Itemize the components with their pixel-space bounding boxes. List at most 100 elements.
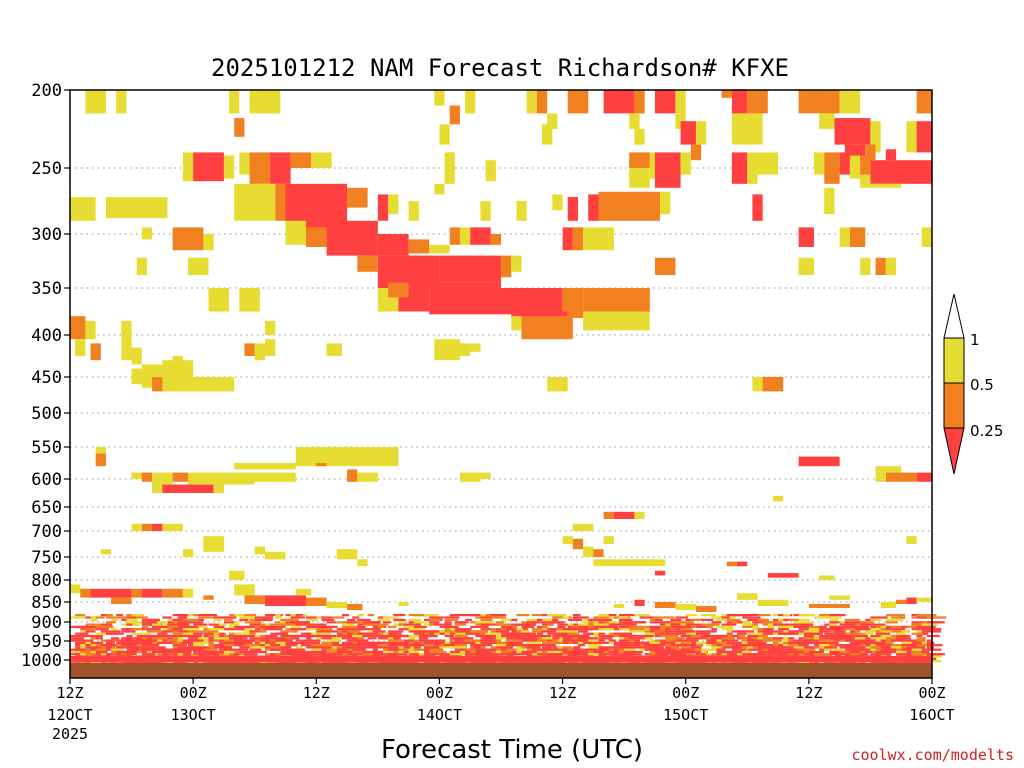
boundary-layer-streak — [182, 641, 201, 644]
boundary-layer-streak — [911, 648, 932, 651]
boundary-layer-streak — [680, 641, 690, 644]
boundary-layer-streak — [388, 630, 404, 633]
boundary-layer-streak — [521, 621, 529, 624]
boundary-layer-streak — [167, 639, 177, 642]
heatmap-cell — [654, 152, 681, 188]
boundary-layer-streak — [731, 653, 738, 656]
boundary-layer-streak — [629, 625, 644, 628]
boundary-layer-streak — [367, 641, 384, 644]
heatmap-cell — [916, 90, 932, 114]
boundary-layer-streak — [521, 644, 528, 647]
boundary-layer-streak — [577, 648, 597, 651]
boundary-layer-streak — [778, 628, 790, 631]
boundary-layer-streak — [331, 644, 350, 647]
boundary-layer-streak — [567, 648, 576, 651]
boundary-layer-streak — [926, 625, 934, 628]
boundary-layer-streak — [890, 630, 910, 633]
y-tick-label: 400 — [31, 326, 62, 346]
boundary-layer-streak — [341, 614, 349, 617]
boundary-layer-streak — [326, 625, 338, 628]
boundary-layer-streak — [521, 630, 530, 633]
boundary-layer-streak — [531, 641, 541, 644]
boundary-layer-streak — [341, 625, 361, 628]
boundary-layer-streak — [798, 618, 810, 621]
heatmap-cell — [75, 339, 86, 356]
boundary-layer-streak — [70, 650, 81, 654]
boundary-layer-streak — [439, 644, 446, 647]
boundary-layer-streak — [475, 621, 495, 624]
boundary-layer-streak — [439, 625, 459, 628]
boundary-layer-streak — [172, 637, 182, 640]
heatmap-cell — [480, 201, 491, 221]
heatmap-cell — [613, 604, 625, 608]
boundary-layer-streak — [475, 650, 485, 654]
boundary-layer-streak — [778, 641, 784, 644]
heatmap-cell — [747, 152, 758, 184]
boundary-layer-streak — [408, 618, 416, 621]
boundary-layer-streak — [870, 618, 882, 621]
boundary-layer-streak — [783, 614, 791, 617]
boundary-layer-streak — [85, 623, 104, 626]
heatmap-cell — [182, 549, 194, 557]
boundary-layer-streak — [367, 614, 375, 617]
boundary-layer-streak — [619, 623, 631, 626]
heatmap-cell — [839, 227, 850, 247]
boundary-layer-streak — [562, 634, 572, 638]
colorbar-bin — [943, 337, 965, 384]
boundary-layer-streak — [275, 641, 290, 644]
boundary-layer-streak — [665, 648, 674, 651]
x-tick-label: 12Z — [303, 684, 330, 702]
heatmap-cell — [111, 597, 132, 604]
boundary-layer-streak — [162, 650, 174, 654]
boundary-layer-streak — [444, 621, 452, 624]
boundary-layer-streak — [531, 614, 544, 617]
boundary-layer-streak — [603, 637, 610, 640]
boundary-layer-streak — [711, 616, 720, 619]
boundary-layer-streak — [819, 614, 836, 617]
boundary-layer-streak — [829, 641, 839, 644]
boundary-layer-streak — [531, 628, 549, 631]
boundary-layer-streak — [829, 621, 843, 624]
boundary-layer-streak — [326, 621, 337, 624]
boundary-layer-streak — [870, 637, 877, 640]
boundary-layer-streak — [926, 660, 942, 663]
boundary-layer-streak — [182, 623, 190, 626]
boundary-layer-streak — [157, 632, 168, 635]
boundary-layer-streak — [95, 637, 103, 640]
boundary-layer-streak — [654, 634, 664, 638]
boundary-layer-streak — [660, 621, 669, 624]
boundary-layer-streak — [141, 618, 160, 621]
boundary-layer-streak — [341, 637, 360, 640]
boundary-layer-streak — [865, 650, 872, 654]
boundary-layer-streak — [259, 639, 270, 642]
boundary-layer-streak — [306, 616, 325, 619]
boundary-layer-streak — [706, 634, 727, 638]
heatmap-cell — [849, 227, 866, 247]
boundary-layer-streak — [203, 653, 211, 656]
boundary-layer-streak — [326, 646, 334, 649]
boundary-layer-streak — [285, 637, 293, 640]
boundary-layer-streak — [721, 628, 734, 631]
boundary-layer-streak — [208, 641, 215, 644]
boundary-layer-streak — [193, 639, 210, 642]
boundary-layer-streak — [716, 641, 730, 644]
boundary-layer-streak — [249, 648, 262, 651]
heatmap-cell — [480, 472, 491, 479]
boundary-layer-streak — [244, 641, 253, 644]
boundary-layer-streak — [475, 644, 482, 647]
boundary-layer-streak — [167, 623, 185, 626]
boundary-layer-streak — [300, 634, 307, 638]
boundary-layer-streak — [218, 641, 239, 644]
boundary-layer-streak — [234, 614, 254, 617]
boundary-layer-streak — [300, 621, 311, 624]
boundary-layer-streak — [695, 618, 706, 621]
heatmap-cell — [90, 588, 132, 598]
boundary-layer-streak — [593, 650, 609, 654]
boundary-layer-streak — [511, 641, 523, 644]
boundary-layer-streak — [901, 637, 911, 640]
heatmap-cell — [695, 121, 707, 145]
heatmap-cell — [885, 149, 897, 161]
heatmap-cell — [188, 257, 209, 276]
boundary-layer-streak — [695, 632, 711, 635]
heatmap-cell — [726, 561, 738, 567]
